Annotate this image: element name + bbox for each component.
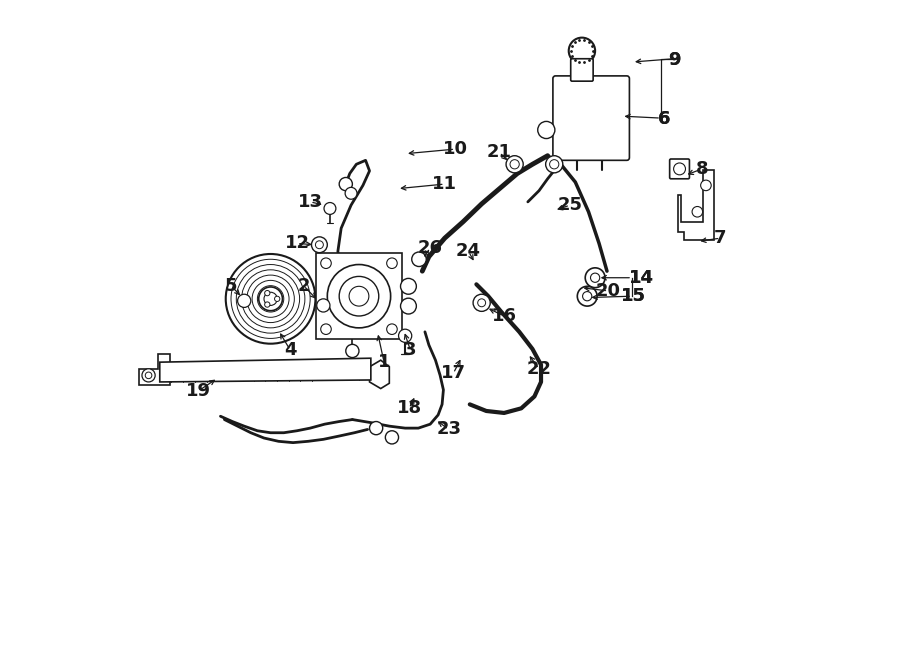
Circle shape bbox=[317, 299, 330, 312]
Text: 16: 16 bbox=[491, 307, 517, 325]
Circle shape bbox=[590, 273, 599, 282]
Circle shape bbox=[257, 286, 284, 312]
Text: 14: 14 bbox=[629, 269, 653, 287]
Circle shape bbox=[400, 298, 417, 314]
Circle shape bbox=[145, 372, 152, 379]
Text: 13: 13 bbox=[298, 193, 323, 211]
Circle shape bbox=[241, 270, 300, 328]
Circle shape bbox=[569, 38, 595, 64]
Text: 8: 8 bbox=[696, 160, 708, 178]
Circle shape bbox=[247, 275, 294, 323]
Circle shape bbox=[582, 292, 592, 301]
Text: 10: 10 bbox=[443, 140, 468, 158]
Circle shape bbox=[692, 206, 703, 217]
Circle shape bbox=[265, 290, 270, 295]
Circle shape bbox=[237, 264, 305, 333]
Text: 11: 11 bbox=[432, 175, 457, 193]
Circle shape bbox=[320, 324, 331, 334]
Polygon shape bbox=[160, 358, 371, 382]
Circle shape bbox=[473, 294, 491, 311]
Circle shape bbox=[258, 287, 283, 311]
Text: 6: 6 bbox=[658, 110, 670, 128]
Circle shape bbox=[142, 369, 155, 382]
Circle shape bbox=[349, 286, 369, 306]
Circle shape bbox=[478, 299, 486, 307]
Circle shape bbox=[264, 292, 277, 305]
Polygon shape bbox=[678, 171, 714, 240]
Text: 12: 12 bbox=[284, 235, 310, 253]
Text: 21: 21 bbox=[487, 143, 512, 161]
Circle shape bbox=[510, 160, 519, 169]
Circle shape bbox=[585, 268, 605, 288]
Text: 5: 5 bbox=[225, 277, 238, 295]
Polygon shape bbox=[139, 354, 170, 385]
Circle shape bbox=[387, 258, 397, 268]
Circle shape bbox=[238, 294, 251, 307]
Circle shape bbox=[252, 280, 289, 317]
Circle shape bbox=[506, 156, 523, 173]
Text: 7: 7 bbox=[715, 229, 726, 247]
Circle shape bbox=[387, 324, 397, 334]
Text: 25: 25 bbox=[557, 196, 582, 214]
Text: 17: 17 bbox=[441, 364, 466, 382]
Text: 20: 20 bbox=[596, 282, 621, 300]
Circle shape bbox=[701, 180, 711, 190]
Circle shape bbox=[265, 302, 270, 307]
Text: 24: 24 bbox=[456, 243, 481, 260]
Circle shape bbox=[537, 122, 555, 139]
Circle shape bbox=[339, 276, 379, 316]
Text: 15: 15 bbox=[621, 287, 646, 305]
Text: 6: 6 bbox=[658, 110, 670, 128]
Circle shape bbox=[328, 264, 391, 328]
Text: 9: 9 bbox=[668, 51, 680, 69]
FancyBboxPatch shape bbox=[571, 59, 593, 81]
Circle shape bbox=[320, 258, 331, 268]
Circle shape bbox=[370, 422, 382, 435]
Text: 15: 15 bbox=[621, 287, 646, 305]
Circle shape bbox=[673, 163, 686, 175]
Polygon shape bbox=[316, 253, 401, 339]
Text: 1: 1 bbox=[378, 353, 391, 371]
Polygon shape bbox=[370, 360, 390, 389]
Text: 26: 26 bbox=[418, 239, 443, 257]
Circle shape bbox=[339, 177, 353, 190]
Circle shape bbox=[545, 156, 562, 173]
Circle shape bbox=[226, 254, 315, 344]
Text: 14: 14 bbox=[629, 269, 653, 287]
FancyBboxPatch shape bbox=[553, 76, 629, 161]
Text: 18: 18 bbox=[397, 399, 422, 417]
Circle shape bbox=[315, 241, 323, 249]
Circle shape bbox=[345, 187, 357, 199]
Text: 4: 4 bbox=[284, 341, 297, 360]
Circle shape bbox=[399, 329, 411, 342]
Text: 3: 3 bbox=[404, 341, 417, 360]
Circle shape bbox=[231, 259, 310, 338]
Circle shape bbox=[411, 252, 427, 266]
Circle shape bbox=[311, 237, 328, 253]
Circle shape bbox=[385, 431, 399, 444]
Circle shape bbox=[577, 286, 597, 306]
Text: 9: 9 bbox=[668, 51, 680, 69]
Text: 22: 22 bbox=[526, 360, 552, 377]
Circle shape bbox=[550, 160, 559, 169]
Circle shape bbox=[324, 202, 336, 214]
Circle shape bbox=[274, 296, 280, 301]
Text: 23: 23 bbox=[436, 420, 461, 438]
Circle shape bbox=[400, 278, 417, 294]
Text: 19: 19 bbox=[185, 382, 211, 400]
FancyBboxPatch shape bbox=[670, 159, 689, 178]
Circle shape bbox=[346, 344, 359, 358]
Text: 2: 2 bbox=[297, 277, 310, 295]
